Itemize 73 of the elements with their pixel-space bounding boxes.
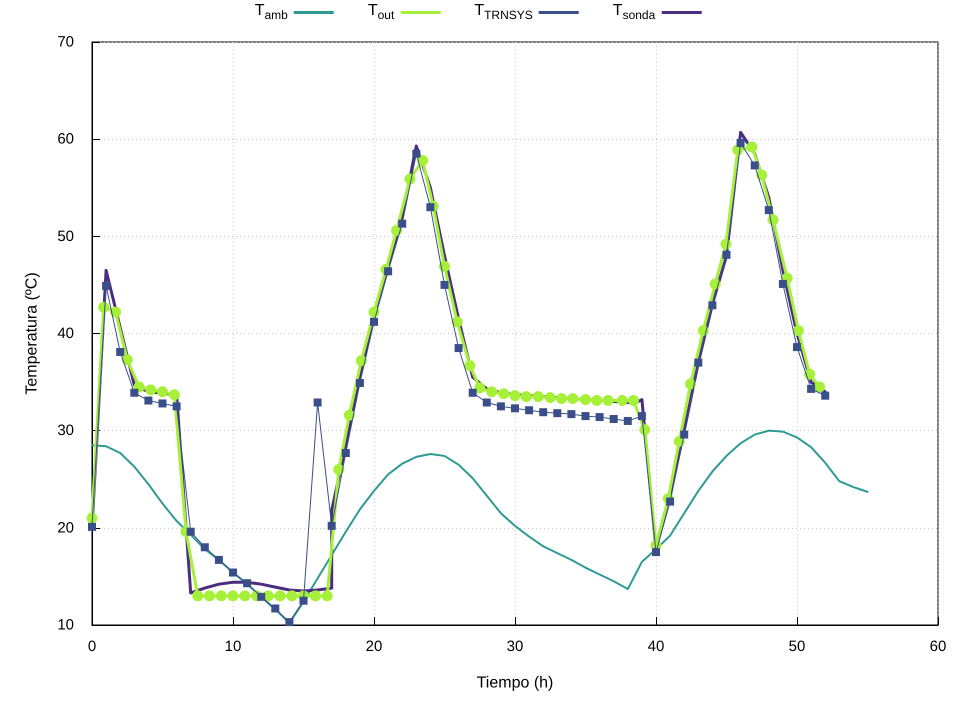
point [384,267,392,276]
point [736,139,745,148]
legend-label: T$_{sonda}$ [612,2,656,22]
point [821,392,830,400]
point [680,430,688,439]
point [285,618,294,626]
point [482,398,491,406]
point [722,250,730,259]
point [778,280,787,288]
point [567,410,576,418]
point [553,409,562,418]
y-tick-label: 20 [57,519,74,536]
x-tick-label: 60 [930,638,946,655]
point [596,413,604,422]
point [328,522,336,530]
y-tick-label: 50 [57,228,74,245]
x-tick-label: 50 [788,638,806,655]
point [610,415,618,424]
x-axis-title: Tiempo (h) [476,674,554,692]
point [300,596,308,605]
point [624,416,632,425]
x-tick-label: 10 [224,638,242,655]
y-tick-label: 30 [57,422,74,440]
point [539,408,548,416]
point [186,528,195,536]
point [666,498,674,506]
y-tick-label: 70 [57,34,74,50]
point [158,399,166,408]
point [172,402,181,410]
y-axis-title: Temperatura (ºC) [24,272,40,395]
legend-label: T$_{out}$ [368,2,394,22]
point [525,406,534,414]
x-tick-label: 40 [648,638,664,655]
point [468,388,477,397]
legend-label: T$_{TRNSYS}$ [474,2,533,22]
point [314,398,322,406]
legend-label: T$_{amb}$ [254,2,288,22]
x-tick-label: 20 [366,638,382,655]
point [88,522,96,531]
point [271,604,280,612]
point [793,343,801,352]
point [412,150,420,158]
point [807,384,816,393]
point [440,280,448,289]
point [496,402,505,410]
x-tick-label: 30 [506,638,524,655]
y-tick-label: 60 [57,130,74,148]
point [243,579,252,588]
point [694,358,702,367]
point [398,220,406,228]
y-tick-label: 10 [57,616,74,634]
point [200,543,209,552]
point [582,412,590,420]
point [356,379,364,388]
point [214,556,223,564]
point [102,282,110,290]
point [342,449,350,458]
point [708,301,716,310]
point [116,348,124,356]
y-tick-label: 40 [57,325,74,342]
point [638,412,646,420]
point [370,318,378,326]
point [750,161,759,170]
point [257,592,266,601]
point [764,206,773,214]
point [426,203,434,212]
point [144,396,152,405]
x-tick-label: 0 [88,638,96,655]
point [511,404,519,412]
point [454,344,463,352]
point [130,388,138,397]
point [652,548,660,556]
point [229,568,237,577]
